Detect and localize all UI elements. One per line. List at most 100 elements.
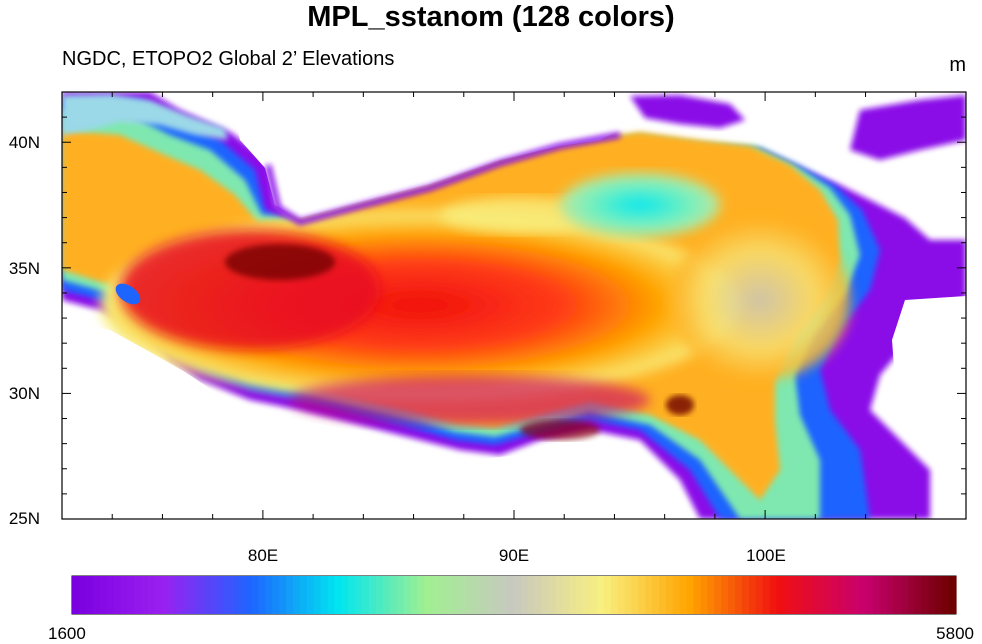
colorbar-swatch [700,576,708,614]
colorbar-swatch [859,576,867,614]
colorbar-swatch [134,576,142,614]
colorbar-swatch [265,576,273,614]
colorbar-swatch [735,576,743,614]
colorbar-swatch [472,576,481,614]
colorbar-swatch [824,576,833,614]
colorbar-swatch [935,576,943,614]
colorbar-swatch [638,576,646,614]
colorbar-swatch [299,576,308,614]
colorbar-swatch [928,576,936,614]
colorbar-swatch [375,576,384,614]
colorbar-swatch [721,576,729,614]
colorbar-swatch [147,576,156,614]
colorbar-swatch [127,576,135,614]
colorbar-swatch [645,576,653,614]
colorbar-swatch [182,576,191,614]
colorbar-swatch [562,576,570,614]
colorbar-swatch [493,576,501,614]
colorbar-swatch [175,576,184,614]
colorbar-swatch [355,576,363,614]
colorbar-swatch [707,576,715,614]
colorbar-swatch [589,576,598,614]
colorbar-swatch [659,576,667,614]
colorbar-swatch [886,576,895,614]
colorbar-swatch [555,576,563,614]
himalaya-high-2 [666,395,694,415]
colorbar-swatch [313,576,322,614]
colorbar-swatch [251,576,260,614]
map-plot-area [62,92,966,519]
colorbar-swatch [610,576,619,614]
colorbar-swatch [341,576,349,614]
plateau-south-ridge [290,375,650,425]
colorbar-swatch [431,576,439,614]
lat-label-35n: 35N [8,259,40,278]
colorbar-swatch [900,576,909,614]
colorbar-swatch [479,576,487,614]
colorbar-swatch [410,576,418,614]
colorbar-swatch [514,576,522,614]
colorbar-swatch [686,576,695,614]
colorbar-swatch [272,576,280,614]
colorbar-swatch [500,576,508,614]
colorbar-swatch [203,576,211,614]
colorbar-swatch [617,576,626,614]
ganges-plain [62,320,690,519]
colorbar-swatch [783,576,791,614]
colorbar-swatch [866,576,874,614]
colorbar-swatch [362,576,370,614]
colorbar-swatch [465,576,474,614]
colorbar-swatch [327,576,336,614]
north-east-range [630,95,745,128]
colorbar-swatch [154,576,163,614]
colorbar-swatch [541,576,550,614]
colorbar-swatch [624,576,633,614]
colorbar-swatch [348,576,356,614]
colorbar-swatch [438,576,446,614]
map-title: MPL_sstanom (128 colors) [307,1,675,33]
colorbar-swatch [665,576,674,614]
colorbar-swatch [196,576,204,614]
colorbar [72,576,957,614]
colorbar-swatch [797,576,805,614]
lat-label-40n: 40N [8,133,40,152]
colorbar-swatch [652,576,660,614]
colorbar-swatch [92,576,101,614]
colorbar-swatch [396,576,405,614]
colorbar-swatch [424,576,432,614]
colorbar-swatch [907,576,916,614]
colorbar-swatch [728,576,736,614]
colorbar-swatch [776,576,784,614]
colorbar-swatch [576,576,584,614]
colorbar-swatch [223,576,232,614]
lat-label-25n: 25N [8,509,40,528]
tarim-edge [265,132,621,226]
colorbar-swatch [113,576,121,614]
colorbar-swatch [921,576,929,614]
qaidam-basin [560,173,720,237]
colorbar-swatch [230,576,239,614]
east-plateau [670,220,850,380]
northern-kunlun-yellow [440,197,600,233]
colorbar-swatch [286,576,294,614]
himalaya-high-1 [520,420,600,440]
colorbar-swatch [755,576,764,614]
colorbar-swatch [942,576,950,614]
colorbar-swatch [583,576,591,614]
colorbar-swatch [368,576,377,614]
units-label: m [949,54,966,76]
sichuan-basin [892,296,966,440]
north-east-range-2 [850,95,966,160]
lon-label-80e: 80E [247,546,279,565]
colorbar-swatch [293,576,301,614]
colorbar-swatch [417,576,425,614]
colorbar-swatch [320,576,329,614]
colorbar-swatch [596,576,605,614]
colorbar-swatch [334,576,342,614]
colorbar-swatch [804,576,812,614]
colorbar-swatch [693,576,702,614]
colorbar-swatch [120,576,128,614]
colorbar-swatch [99,576,108,614]
colorbar-swatch [852,576,860,614]
